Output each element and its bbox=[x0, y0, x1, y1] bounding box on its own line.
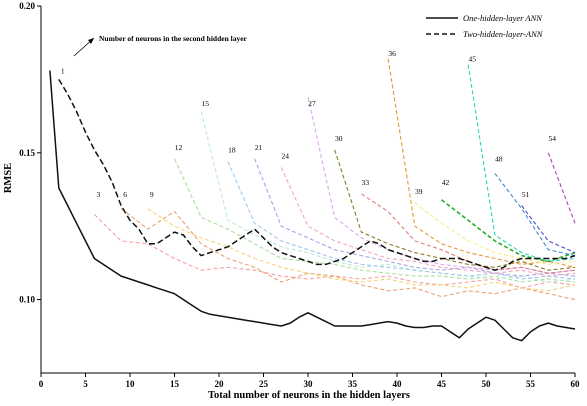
y-tick-label: 0.15 bbox=[19, 148, 35, 158]
curve-label: 3 bbox=[97, 190, 101, 199]
legend-label-two-hidden-layer: Two-hidden-layer-ANN bbox=[463, 29, 544, 39]
series-line-54 bbox=[548, 153, 575, 224]
x-tick-label: 10 bbox=[126, 379, 136, 389]
x-tick-label: 55 bbox=[526, 379, 536, 389]
curve-label: 45 bbox=[468, 55, 476, 64]
curve-label: 36 bbox=[388, 49, 396, 58]
curve-label: 33 bbox=[362, 178, 370, 187]
legend-label-one-hidden-layer: One-hidden-layer ANN bbox=[463, 13, 543, 23]
series-line-one-hidden-layer bbox=[50, 71, 575, 341]
curve-label: 30 bbox=[335, 134, 343, 143]
x-tick-label: 25 bbox=[259, 379, 269, 389]
y-ticks: 0.10 0.15 0.20 bbox=[19, 1, 41, 305]
curve-label: 39 bbox=[415, 187, 423, 196]
curve-label: 48 bbox=[495, 155, 503, 164]
x-tick-label: 0 bbox=[39, 379, 44, 389]
series-line-42 bbox=[442, 200, 576, 262]
curve-label: 18 bbox=[228, 146, 236, 155]
y-axis-label: RMSE bbox=[3, 163, 14, 193]
curve-label: 15 bbox=[201, 99, 209, 108]
y-tick-label: 0.10 bbox=[19, 295, 35, 305]
series-line-6 bbox=[121, 209, 575, 300]
annotation: Number of neurons in the second hidden l… bbox=[74, 34, 248, 56]
curve-label: 9 bbox=[150, 190, 154, 199]
curve-label: 12 bbox=[175, 143, 183, 152]
x-ticks: 0 5 10 15 20 25 30 35 40 45 50 55 60 bbox=[39, 373, 580, 389]
series-line-48 bbox=[495, 173, 575, 255]
x-tick-label: 35 bbox=[348, 379, 358, 389]
curve-label: 42 bbox=[442, 178, 450, 187]
series-line-3 bbox=[94, 215, 575, 288]
x-tick-label: 50 bbox=[482, 379, 492, 389]
curve-label: 54 bbox=[549, 134, 557, 143]
x-tick-label: 60 bbox=[571, 379, 581, 389]
x-tick-label: 15 bbox=[170, 379, 180, 389]
x-tick-label: 20 bbox=[215, 379, 225, 389]
annotation-text: Number of neurons in the second hidden l… bbox=[99, 34, 248, 43]
y-tick-label: 0.20 bbox=[19, 1, 35, 11]
x-tick-label: 45 bbox=[437, 379, 447, 389]
curve-label: 1 bbox=[61, 66, 65, 75]
legend: One-hidden-layer ANN Two-hidden-layer-AN… bbox=[426, 13, 544, 39]
x-tick-label: 40 bbox=[393, 379, 403, 389]
series-line-15 bbox=[201, 112, 575, 282]
series-line-51 bbox=[522, 206, 575, 253]
x-axis-label: Total number of neurons in the hidden la… bbox=[208, 390, 410, 401]
series-line-36 bbox=[388, 59, 575, 267]
curve-label: 51 bbox=[522, 190, 530, 199]
curve-label: 6 bbox=[123, 190, 127, 199]
series-line-24 bbox=[281, 168, 575, 277]
curve-label: 27 bbox=[308, 99, 316, 108]
x-tick-label: 30 bbox=[304, 379, 314, 389]
curve-label: 21 bbox=[255, 143, 263, 152]
curve-label: 24 bbox=[282, 152, 290, 161]
x-tick-label: 5 bbox=[83, 379, 88, 389]
